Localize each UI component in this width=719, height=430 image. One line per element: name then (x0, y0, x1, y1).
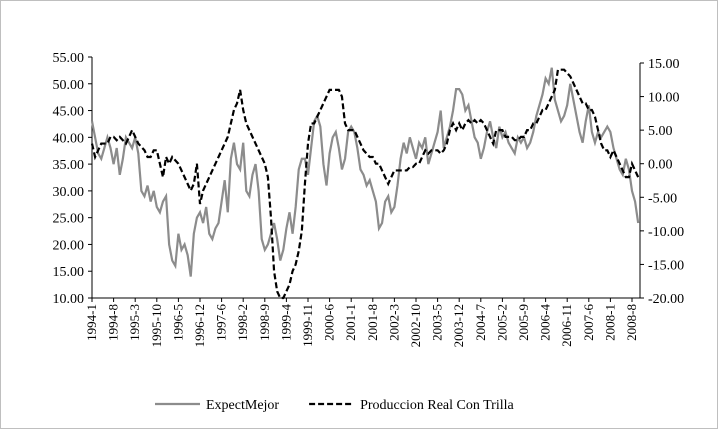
x-tick-label: 1999-4 (278, 304, 293, 341)
y-tick-label: 15.00 (53, 265, 85, 280)
x-tick-label: 1998-9 (257, 304, 272, 341)
x-tick-label: 2001-8 (365, 304, 380, 341)
x-tick-label: 2002-3 (386, 304, 401, 341)
x-tick-label: 2001-1 (343, 304, 358, 341)
y2-tick-label: 0.00 (648, 158, 673, 173)
y-tick-label: 10.00 (53, 292, 85, 307)
y-tick-label: 55.00 (53, 51, 85, 66)
x-tick-label: 2008-8 (624, 304, 639, 341)
x-tick-label: 2004-7 (473, 304, 488, 341)
x-tick-label: 1995-10 (149, 304, 164, 347)
y-tick-label: 45.00 (53, 105, 85, 120)
y2-tick-label: -15.00 (648, 258, 684, 273)
data-line (90, 67, 640, 277)
x-tick-label: 2005-9 (516, 304, 531, 341)
x-tick-label: 2000-6 (322, 304, 337, 341)
y-tick-label: 40.00 (53, 131, 85, 146)
y-tick-label: 30.00 (53, 185, 85, 200)
y-tick-label: 25.00 (53, 212, 85, 227)
x-tick-label: 1998-2 (235, 304, 250, 341)
x-tick-label: 2003-12 (451, 304, 466, 347)
x-tick-label: 1994-8 (106, 304, 121, 341)
x-tick-label: 2005-2 (494, 304, 509, 341)
y-tick-label: 35.00 (53, 158, 85, 173)
x-tick-label: 1997-6 (214, 304, 229, 341)
x-tick-label: 2007-6 (581, 304, 596, 341)
y2-tick-label: -20.00 (648, 292, 684, 307)
y2-tick-label: -5.00 (648, 191, 677, 206)
x-tick-label: 2006-11 (559, 304, 574, 347)
x-tick-label: 2002-10 (408, 304, 423, 347)
x-tick-label: 1995-3 (127, 304, 142, 341)
y-tick-label: 50.00 (53, 78, 85, 93)
y2-tick-label: -10.00 (648, 225, 684, 240)
x-tick-label: 1996-12 (192, 304, 207, 347)
data-line (90, 68, 640, 300)
y2-tick-label: 10.00 (648, 91, 680, 106)
y2-tick-label: 15.00 (648, 57, 680, 72)
y2-tick-label: 5.00 (648, 124, 673, 139)
x-tick-label: 2003-5 (430, 304, 445, 341)
x-tick-label: 2006-4 (538, 304, 553, 341)
x-tick-label: 1994-1 (84, 304, 99, 341)
legend-label: Produccion Real Con Trilla (360, 398, 514, 413)
x-tick-label: 1996-5 (170, 304, 185, 341)
legend-label: ExpectMejor (206, 398, 279, 413)
x-tick-label: 2008-1 (602, 304, 617, 341)
y-tick-label: 20.00 (53, 238, 85, 253)
x-tick-label: 1999-11 (300, 304, 315, 347)
